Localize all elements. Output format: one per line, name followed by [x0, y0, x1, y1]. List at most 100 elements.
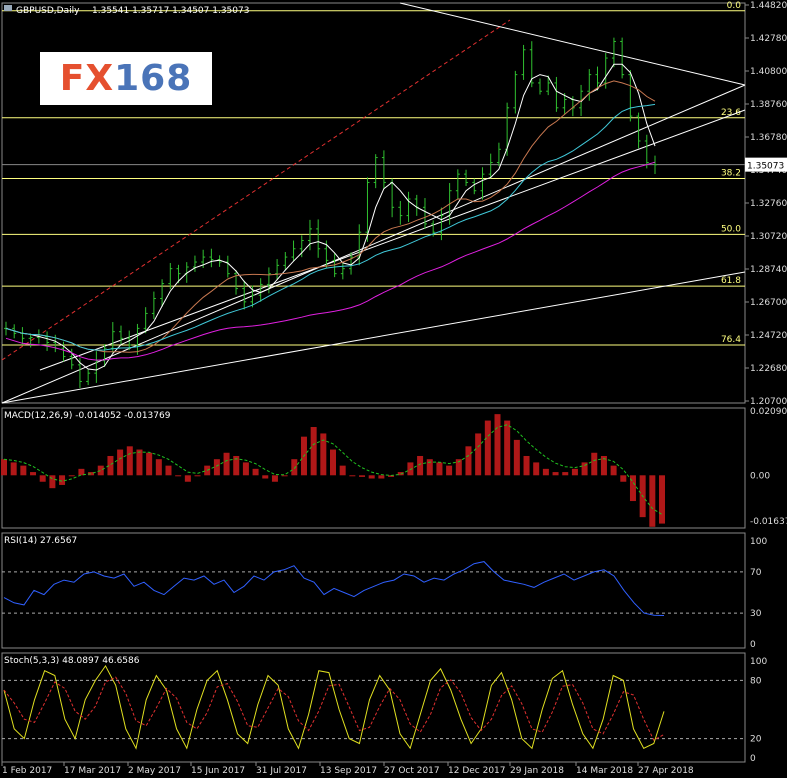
price-pane: 1.448201.427801.408001.387601.367801.347… [1, 1, 787, 407]
pane-frame-1 [1, 407, 746, 529]
price-tick-label: 1.24720 [750, 331, 787, 341]
macd-bar [494, 414, 501, 476]
macd-bar [513, 439, 520, 476]
macd-bar [252, 468, 259, 476]
macd-bar [484, 420, 491, 476]
macd-bar [291, 459, 298, 476]
stoch-tick-label: 20 [750, 735, 762, 745]
stoch-signal-line [3, 676, 665, 741]
macd-bar [571, 468, 578, 476]
macd-bar [281, 475, 288, 477]
x-tick-label: 31 Jul 2017 [256, 766, 307, 776]
macd-bar [600, 455, 607, 476]
rsi-tick-label: 30 [750, 609, 762, 619]
price-tick-label: 1.20700 [750, 397, 787, 407]
moving-average-line [5, 161, 656, 361]
macd-bar [117, 449, 124, 476]
macd-bar [30, 472, 37, 476]
moving-average-line [5, 103, 656, 351]
macd-bar [552, 472, 559, 476]
price-tick-label: 1.42780 [750, 34, 787, 44]
macd-bar [659, 475, 665, 524]
macd-bar [68, 475, 75, 477]
stoch-tick-label: 80 [750, 676, 762, 686]
trend-line [399, 2, 746, 86]
pane-frame-2 [1, 532, 746, 649]
macd-bar [126, 446, 133, 476]
macd-bar [417, 455, 424, 476]
fib-level-label: 61.8 [721, 276, 741, 286]
macd-bar [242, 462, 249, 476]
fib-level-label: 76.4 [721, 335, 741, 345]
x-tick-label: 12 Dec 2017 [448, 766, 506, 776]
pane-frame-3 [1, 652, 746, 763]
macd-bar [620, 475, 627, 482]
macd-bar [49, 475, 56, 489]
macd-bar [155, 459, 162, 476]
macd-bar [523, 455, 530, 476]
macd-bar [262, 475, 269, 479]
macd-bar [320, 433, 327, 476]
x-tick-label: 15 Jun 2017 [191, 766, 245, 776]
price-header-symbol: GBPUSD,Daily [16, 6, 80, 16]
macd-bar [78, 468, 85, 476]
macd-bar [426, 459, 433, 476]
x-axis: 1 Feb 2017 17 Mar 2017 2 May 2017 15 Jun 20… [1, 762, 694, 776]
rsi-tick-label: 0 [750, 640, 756, 650]
fib-level-label: 50.0 [721, 224, 741, 234]
macd-bar [542, 468, 549, 476]
macd-bar [271, 475, 278, 482]
stoch-main-line [3, 664, 665, 750]
macd-bar [504, 420, 511, 476]
x-tick-label: 27 Oct 2017 [384, 766, 440, 776]
macd-bar [233, 455, 240, 476]
x-tick-label: 14 Mar 2018 [576, 766, 633, 776]
macd-bar [368, 475, 375, 479]
trend-line [1, 19, 511, 361]
macd-header: MACD(12,26,9) -0.014052 -0.013769 [4, 411, 171, 421]
macd-bar [649, 475, 656, 527]
macd-bar [455, 459, 462, 476]
macd-bar [378, 475, 385, 479]
macd-bar [388, 475, 395, 477]
macd-bar [136, 449, 143, 476]
macd-bar [213, 459, 220, 476]
macd-bar [165, 465, 172, 476]
macd-bar [1, 459, 7, 476]
macd-bar [475, 433, 482, 476]
trend-line [1, 271, 746, 404]
price-tick-label: 1.30720 [750, 232, 787, 242]
rsi-tick-label: 100 [750, 537, 767, 547]
x-tick-label: 13 Sep 2017 [320, 766, 377, 776]
macd-bar [581, 462, 588, 476]
macd-bar [339, 465, 346, 476]
macd-pane: 0.020906 0.00 -0.016374 MACD(12,26,9) -0.01… [1, 407, 787, 527]
header-icon [4, 5, 12, 11]
macd-signal-line [3, 424, 663, 515]
fib-level-label: 23.6 [721, 108, 741, 118]
macd-bar [533, 462, 540, 476]
macd-bar [59, 475, 66, 485]
rsi-tick-label: 70 [750, 568, 762, 578]
macd-bar [310, 427, 317, 476]
price-header-ohlc: 1.35541 1.35717 1.34507 1.35073 [92, 6, 249, 16]
fib-level-label: 38.2 [721, 168, 741, 178]
x-tick-label: 17 Mar 2017 [64, 766, 121, 776]
price-tick-label: 1.32760 [750, 199, 787, 209]
stoch-tick-label: 0 [750, 754, 756, 764]
macd-bar [175, 475, 182, 477]
macd-bar [184, 475, 191, 482]
rsi-pane: 100 70 30 0 RSI(14) 27.6567 [2, 536, 767, 650]
macd-bar [223, 452, 230, 476]
macd-tick-label: 0.00 [750, 471, 770, 481]
trend-line [39, 109, 746, 371]
price-tick-label: 1.22680 [750, 364, 787, 374]
macd-tick-label: -0.016374 [750, 517, 787, 527]
macd-bar [194, 475, 201, 477]
rsi-main-line [3, 561, 665, 616]
macd-bar [629, 475, 636, 502]
macd-bar [88, 472, 95, 476]
macd-bar [349, 475, 356, 477]
trend-line [1, 84, 746, 404]
